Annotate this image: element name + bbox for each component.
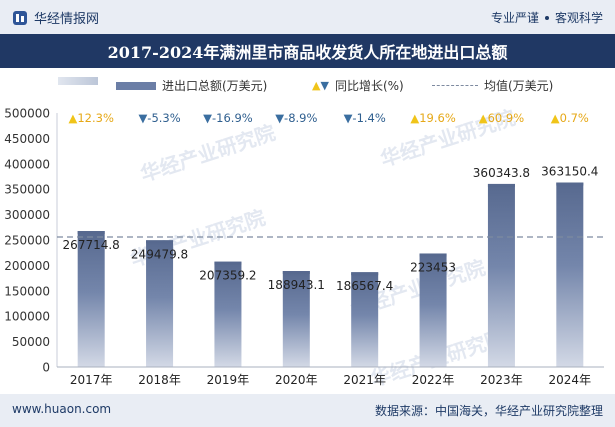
x-tick-label: 2020年 <box>275 373 318 387</box>
data-label: 186567.4 <box>336 279 393 293</box>
legend-label-average: 均值(万美元) <box>484 79 554 93</box>
legend-item-total: 进出口总额(万美元) <box>116 77 267 94</box>
title-bar: 2017-2024年满洲里市商品收发货人所在地进出口总额 <box>0 34 615 68</box>
y-tick-label: 50000 <box>12 335 50 349</box>
tagline-professional: 专业严谨 <box>490 11 539 25</box>
bar-cap <box>487 183 515 187</box>
top-bar: 华经情报网 专业严谨 客观科学 <box>0 0 615 34</box>
legend-growth-icon: ▲▼ <box>312 79 329 92</box>
y-tick-label: 200000 <box>4 259 50 273</box>
growth-label: ▼-1.4% <box>344 111 386 125</box>
x-tick-label: 2024年 <box>549 373 592 387</box>
bar-cap <box>419 253 447 257</box>
bar-cap <box>556 182 584 186</box>
y-tick-label: 0 <box>42 361 50 375</box>
data-label: 207359.2 <box>199 269 256 283</box>
data-label: 267714.8 <box>63 238 120 252</box>
bar-cap <box>146 240 174 244</box>
x-tick-label: 2018年 <box>138 373 181 387</box>
bars <box>77 182 584 367</box>
data-label: 223453 <box>410 260 456 274</box>
bar <box>487 183 515 367</box>
bar <box>214 261 242 367</box>
bar <box>419 253 447 367</box>
separator-dot-icon <box>544 15 549 20</box>
legend-item-average: 均值(万美元) <box>432 77 553 94</box>
y-tick-label: 350000 <box>4 183 50 197</box>
y-tick-label: 100000 <box>4 310 50 324</box>
brand-name: 华经情报网 <box>34 12 100 27</box>
legend-label-total: 进出口总额(万美元) <box>162 79 268 93</box>
bar <box>146 240 174 367</box>
growth-label: ▲12.3% <box>68 111 113 125</box>
y-axis: 0 50000 100000 150000 200000 250000 300000 3500… <box>4 107 58 375</box>
growth-label: ▲60.9% <box>479 111 524 125</box>
legend-item-growth: ▲▼ 同比增长(%) <box>312 77 404 94</box>
legend-item-light-bar <box>58 77 104 85</box>
legend-swatch-total <box>116 81 156 90</box>
growth-label: ▼-5.3% <box>138 111 180 125</box>
brand: 华经情报网 <box>12 8 99 27</box>
bar-cap <box>282 271 310 275</box>
growth-label: ▲19.6% <box>410 111 455 125</box>
data-label: 249479.8 <box>131 247 188 261</box>
growth-label: ▼-16.9% <box>203 111 253 125</box>
data-label: 360343.8 <box>473 166 530 180</box>
legend-label-growth: 同比增长(%) <box>334 79 404 93</box>
x-tick-label: 2021年 <box>343 373 386 387</box>
bar <box>282 271 310 367</box>
bar-chart: 华经产业研究院华经产业研究院华经产业研究院华经产业研究院华经产业研究院 0500… <box>4 105 604 391</box>
y-tick-label: 450000 <box>4 132 50 146</box>
x-tick-label: 2019年 <box>207 373 250 387</box>
y-tick-label: 400000 <box>4 157 50 171</box>
bar-cap <box>214 261 242 265</box>
legend-average-line-icon <box>432 85 478 86</box>
y-tick-label: 150000 <box>4 284 50 298</box>
watermark-text: 华经产业研究院 <box>138 120 279 186</box>
footer-source: 数据来源：中国海关，华经产业研究院整理 <box>374 404 603 418</box>
tagline-objective: 客观科学 <box>554 11 603 25</box>
growth-label: ▼-8.9% <box>275 111 317 125</box>
x-tick-label: 2022年 <box>412 373 455 387</box>
value-labels: 267714.8 249479.8 207359.2 188943.1 186567.4… <box>63 165 599 294</box>
growth-label: ▲0.7% <box>551 111 589 125</box>
y-tick-label: 250000 <box>4 234 50 248</box>
footer: www.huaon.com 数据来源：中国海关，华经产业研究院整理 <box>0 394 615 427</box>
data-label: 363150.4 <box>541 165 598 179</box>
x-axis: 2017年 2018年 2019年 2020年 2021年 2022年 2023年 2024年 <box>57 366 604 387</box>
bar-cap <box>351 272 379 276</box>
footer-url: www.huaon.com <box>12 402 112 416</box>
bar <box>556 182 584 367</box>
legend: 进出口总额(万美元) ▲▼ 同比增长(%) 均值(万美元) <box>0 75 615 95</box>
growth-labels: ▲12.3% ▼-5.3% ▼-16.9% ▼-8.9% ▼-1.4% ▲19.6% ▲60… <box>68 111 588 125</box>
bar-cap <box>77 231 105 235</box>
x-tick-label: 2023年 <box>480 373 523 387</box>
tagline: 专业严谨 客观科学 <box>491 9 603 26</box>
bar <box>351 272 379 367</box>
x-tick-label: 2017年 <box>70 373 113 387</box>
data-label: 188943.1 <box>268 278 325 292</box>
huajing-logo-icon <box>13 10 27 25</box>
y-tick-label: 300000 <box>4 208 50 222</box>
chart-title: 2017-2024年满洲里市商品收发货人所在地进出口总额 <box>107 43 508 62</box>
bar <box>77 231 105 367</box>
legend-swatch-light-bar <box>58 77 98 85</box>
y-tick-label: 500000 <box>4 107 50 121</box>
